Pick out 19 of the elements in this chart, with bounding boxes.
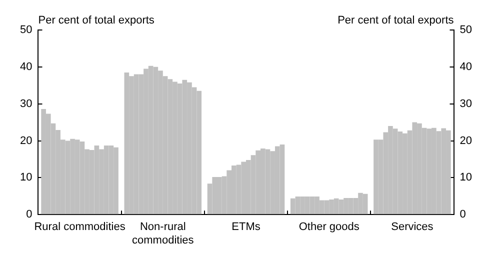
x-tick-label: Non-rural commodities (132, 221, 194, 246)
y2-tick-label: 40 (460, 60, 472, 73)
y2-tick-label: 50 (460, 24, 472, 36)
y2-tick-label: 20 (460, 134, 472, 147)
y2-tick-label: 0 (460, 208, 466, 221)
y-tick-label: 0 (26, 208, 32, 221)
y2-axis-title: Per cent of total exports (338, 14, 454, 27)
x-tick-label: Rural commodities (34, 221, 126, 234)
y2-tick-label: 30 (460, 98, 472, 110)
y-axis-title: Per cent of total exports (38, 14, 155, 27)
x-tick-label: Services (391, 221, 434, 234)
y2-tick-label: 10 (460, 172, 472, 184)
y-tick-label: 20 (20, 134, 32, 147)
x-tick-label: ETMs (232, 221, 261, 234)
y-tick-label: 50 (20, 24, 32, 36)
y-tick-label: 10 (20, 172, 32, 184)
y-tick-label: 40 (20, 60, 32, 73)
x-tick-label: Other goods (298, 221, 360, 234)
y-tick-label: 30 (20, 98, 32, 110)
